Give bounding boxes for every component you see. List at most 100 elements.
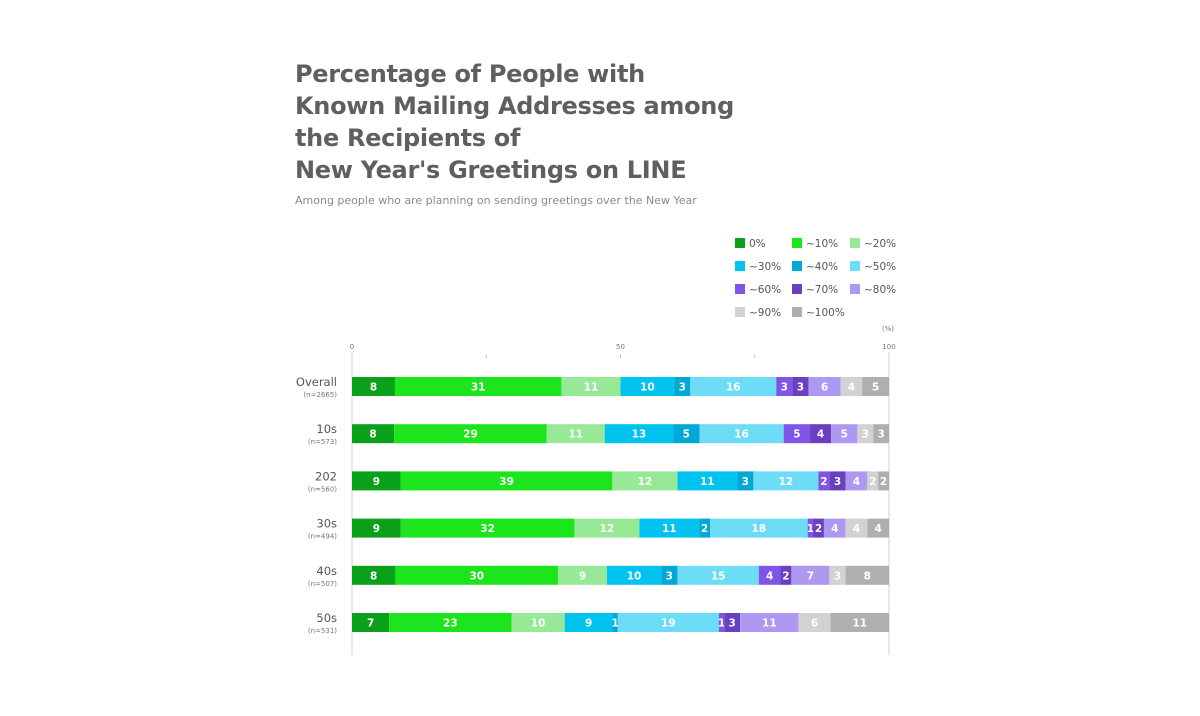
data-label-r2-s1: 39 <box>499 476 514 488</box>
data-label-r5-s6: 1 <box>718 618 725 630</box>
bar-segment-r3-s5 <box>710 518 808 538</box>
data-label-r2-s5: 12 <box>779 476 794 488</box>
bar-segment-r1-s7 <box>810 424 832 444</box>
data-label-r3-s3: 11 <box>662 523 677 535</box>
data-label-r0-s0: 8 <box>370 382 377 394</box>
category-n-1: (n=573) <box>308 438 337 446</box>
bar-segment-r5-s7 <box>724 613 741 632</box>
category-label-5: 50s <box>316 611 337 625</box>
data-label-r3-s7: 2 <box>815 523 822 535</box>
bar-segment-r4-s9 <box>829 565 846 585</box>
legend-label-1: ~10% <box>806 238 838 250</box>
bar-segment-r4-s4 <box>661 565 678 585</box>
bar-segment-r0-s7 <box>792 377 809 396</box>
bar-segment-r1-s10 <box>873 424 889 444</box>
bar-segment-r1-s9 <box>857 424 874 444</box>
data-label-r0-s10: 5 <box>872 382 879 394</box>
data-label-r5-s1: 23 <box>443 618 458 630</box>
bar-segment-r5-s10 <box>830 613 889 632</box>
data-label-r4-s9: 3 <box>834 570 841 582</box>
bar-segment-r3-s0 <box>352 518 401 538</box>
data-label-r2-s7: 3 <box>834 476 841 488</box>
data-label-r2-s4: 3 <box>742 476 749 488</box>
data-label-r1-s10: 3 <box>877 429 884 441</box>
data-label-r0-s8: 6 <box>821 382 828 394</box>
data-label-r4-s0: 8 <box>370 570 377 582</box>
data-label-r3-s0: 9 <box>373 523 380 535</box>
bar-segment-r4-s1 <box>395 565 559 585</box>
data-label-r3-s8: 4 <box>831 523 838 535</box>
bar-segment-r2-s5 <box>753 471 819 491</box>
data-label-r5-s3: 9 <box>585 618 592 630</box>
bar-segment-r4-s7 <box>780 565 792 585</box>
bar-segment-r3-s6 <box>807 518 814 538</box>
data-label-r3-s5: 18 <box>752 523 767 535</box>
legend-swatch-10 <box>792 307 802 317</box>
bar-segment-r0-s3 <box>620 377 675 396</box>
bar-segment-r3-s3 <box>639 518 700 538</box>
x-tick-label-2: 50 <box>616 343 625 351</box>
data-label-r0-s9: 4 <box>848 382 855 394</box>
data-label-r0-s4: 3 <box>679 382 686 394</box>
data-label-r1-s0: 8 <box>369 429 376 441</box>
data-label-r1-s4: 5 <box>683 429 690 441</box>
legend-label-9: ~90% <box>749 307 781 319</box>
x-tick-label-0: 0 <box>350 343 354 351</box>
bar-segment-r1-s3 <box>604 424 674 444</box>
bar-segment-r5-s8 <box>740 613 799 632</box>
title-block: Percentage of People with Known Mailing … <box>295 58 734 207</box>
data-label-r5-s4: 1 <box>612 618 619 630</box>
legend-swatch-4 <box>792 261 802 271</box>
data-label-r5-s10: 11 <box>852 618 867 630</box>
data-label-r0-s7: 3 <box>797 382 804 394</box>
legend-label-10: ~100% <box>806 307 845 319</box>
bar-segment-r4-s0 <box>352 565 396 585</box>
bar-segment-r2-s0 <box>352 471 401 491</box>
data-label-r2-s8: 4 <box>853 476 860 488</box>
unit-label: (%) <box>882 325 894 333</box>
data-label-r4-s3: 10 <box>627 570 642 582</box>
bar-segment-r1-s4 <box>673 424 700 444</box>
data-label-r1-s2: 11 <box>568 429 583 441</box>
category-n-2: (n=560) <box>308 485 337 493</box>
data-label-r3-s4: 2 <box>701 523 708 535</box>
legend-label-4: ~40% <box>806 261 838 273</box>
legend-label-6: ~60% <box>749 284 781 296</box>
legend-label-7: ~70% <box>806 284 838 296</box>
legend-swatch-9 <box>735 307 745 317</box>
bar-segment-r1-s2 <box>546 424 605 444</box>
category-n-4: (n=507) <box>308 580 337 588</box>
data-label-r1-s8: 5 <box>841 429 848 441</box>
data-label-r2-s2: 12 <box>638 476 653 488</box>
bar-segment-r2-s9 <box>867 471 879 491</box>
legend-swatch-7 <box>792 284 802 294</box>
bar-segment-r2-s7 <box>829 471 846 491</box>
data-label-r2-s6: 2 <box>820 476 827 488</box>
bar-segment-r5-s2 <box>511 613 565 632</box>
bar-segment-r2-s3 <box>677 471 738 491</box>
data-label-r1-s9: 3 <box>862 429 869 441</box>
bar-segment-r0-s10 <box>862 377 889 396</box>
bar-segment-r0-s0 <box>352 377 395 396</box>
data-label-r4-s8: 7 <box>807 570 814 582</box>
data-label-r1-s6: 5 <box>793 429 800 441</box>
data-label-r3-s10: 4 <box>874 523 881 535</box>
data-label-r5-s5: 19 <box>661 618 676 630</box>
legend-label-2: ~20% <box>864 238 896 250</box>
data-label-r3-s2: 12 <box>600 523 615 535</box>
bar-segment-r2-s8 <box>845 471 868 491</box>
bar-segment-r2-s4 <box>737 471 754 491</box>
bar-segment-r5-s0 <box>352 613 390 632</box>
bar-segment-r3-s4 <box>699 518 710 538</box>
data-label-r0-s1: 31 <box>471 382 486 394</box>
bar-segment-r0-s9 <box>840 377 863 396</box>
category-n-0: (n=2665) <box>303 391 337 399</box>
legend-label-5: ~50% <box>864 261 896 273</box>
data-label-r3-s9: 4 <box>853 523 860 535</box>
legend-swatch-2 <box>850 238 860 248</box>
bar-segment-r4-s6 <box>758 565 781 585</box>
chart-title: Percentage of People with Known Mailing … <box>295 60 734 184</box>
legend-label-3: ~30% <box>749 261 781 273</box>
bar-segment-r5-s1 <box>389 613 512 632</box>
